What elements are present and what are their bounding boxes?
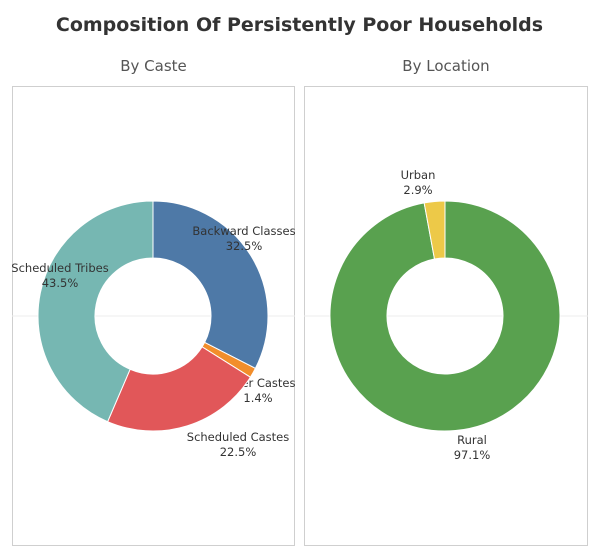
caste-chart-subtitle: By Caste <box>120 57 187 75</box>
slice-value-scheduled-castes: 22.5% <box>220 445 257 459</box>
slice-value-backward-classes: 32.5% <box>226 239 263 253</box>
slice-label-rural: Rural <box>457 433 487 447</box>
slice-value-rural: 97.1% <box>454 448 491 462</box>
slice-scheduled-tribes[interactable] <box>37 200 154 423</box>
slice-value-scheduled-tribes: 43.5% <box>42 276 79 290</box>
slice-label-backward-classes: Backward Classes <box>192 224 295 238</box>
slice-urban[interactable] <box>423 200 446 260</box>
slice-rural[interactable] <box>329 200 561 432</box>
slice-scheduled-castes[interactable] <box>106 346 252 432</box>
slice-value-urban: 2.9% <box>403 183 432 197</box>
location-chart-subtitle: By Location <box>402 57 490 75</box>
slice-value-other-castes: 1.4% <box>243 391 272 405</box>
slice-label-scheduled-castes: Scheduled Castes <box>187 430 289 444</box>
slice-label-urban: Urban <box>401 168 436 182</box>
page-title: Composition Of Persistently Poor Househo… <box>55 14 544 36</box>
slice-label-scheduled-tribes: Scheduled Tribes <box>11 261 108 275</box>
slice-backward-classes[interactable] <box>152 200 269 370</box>
